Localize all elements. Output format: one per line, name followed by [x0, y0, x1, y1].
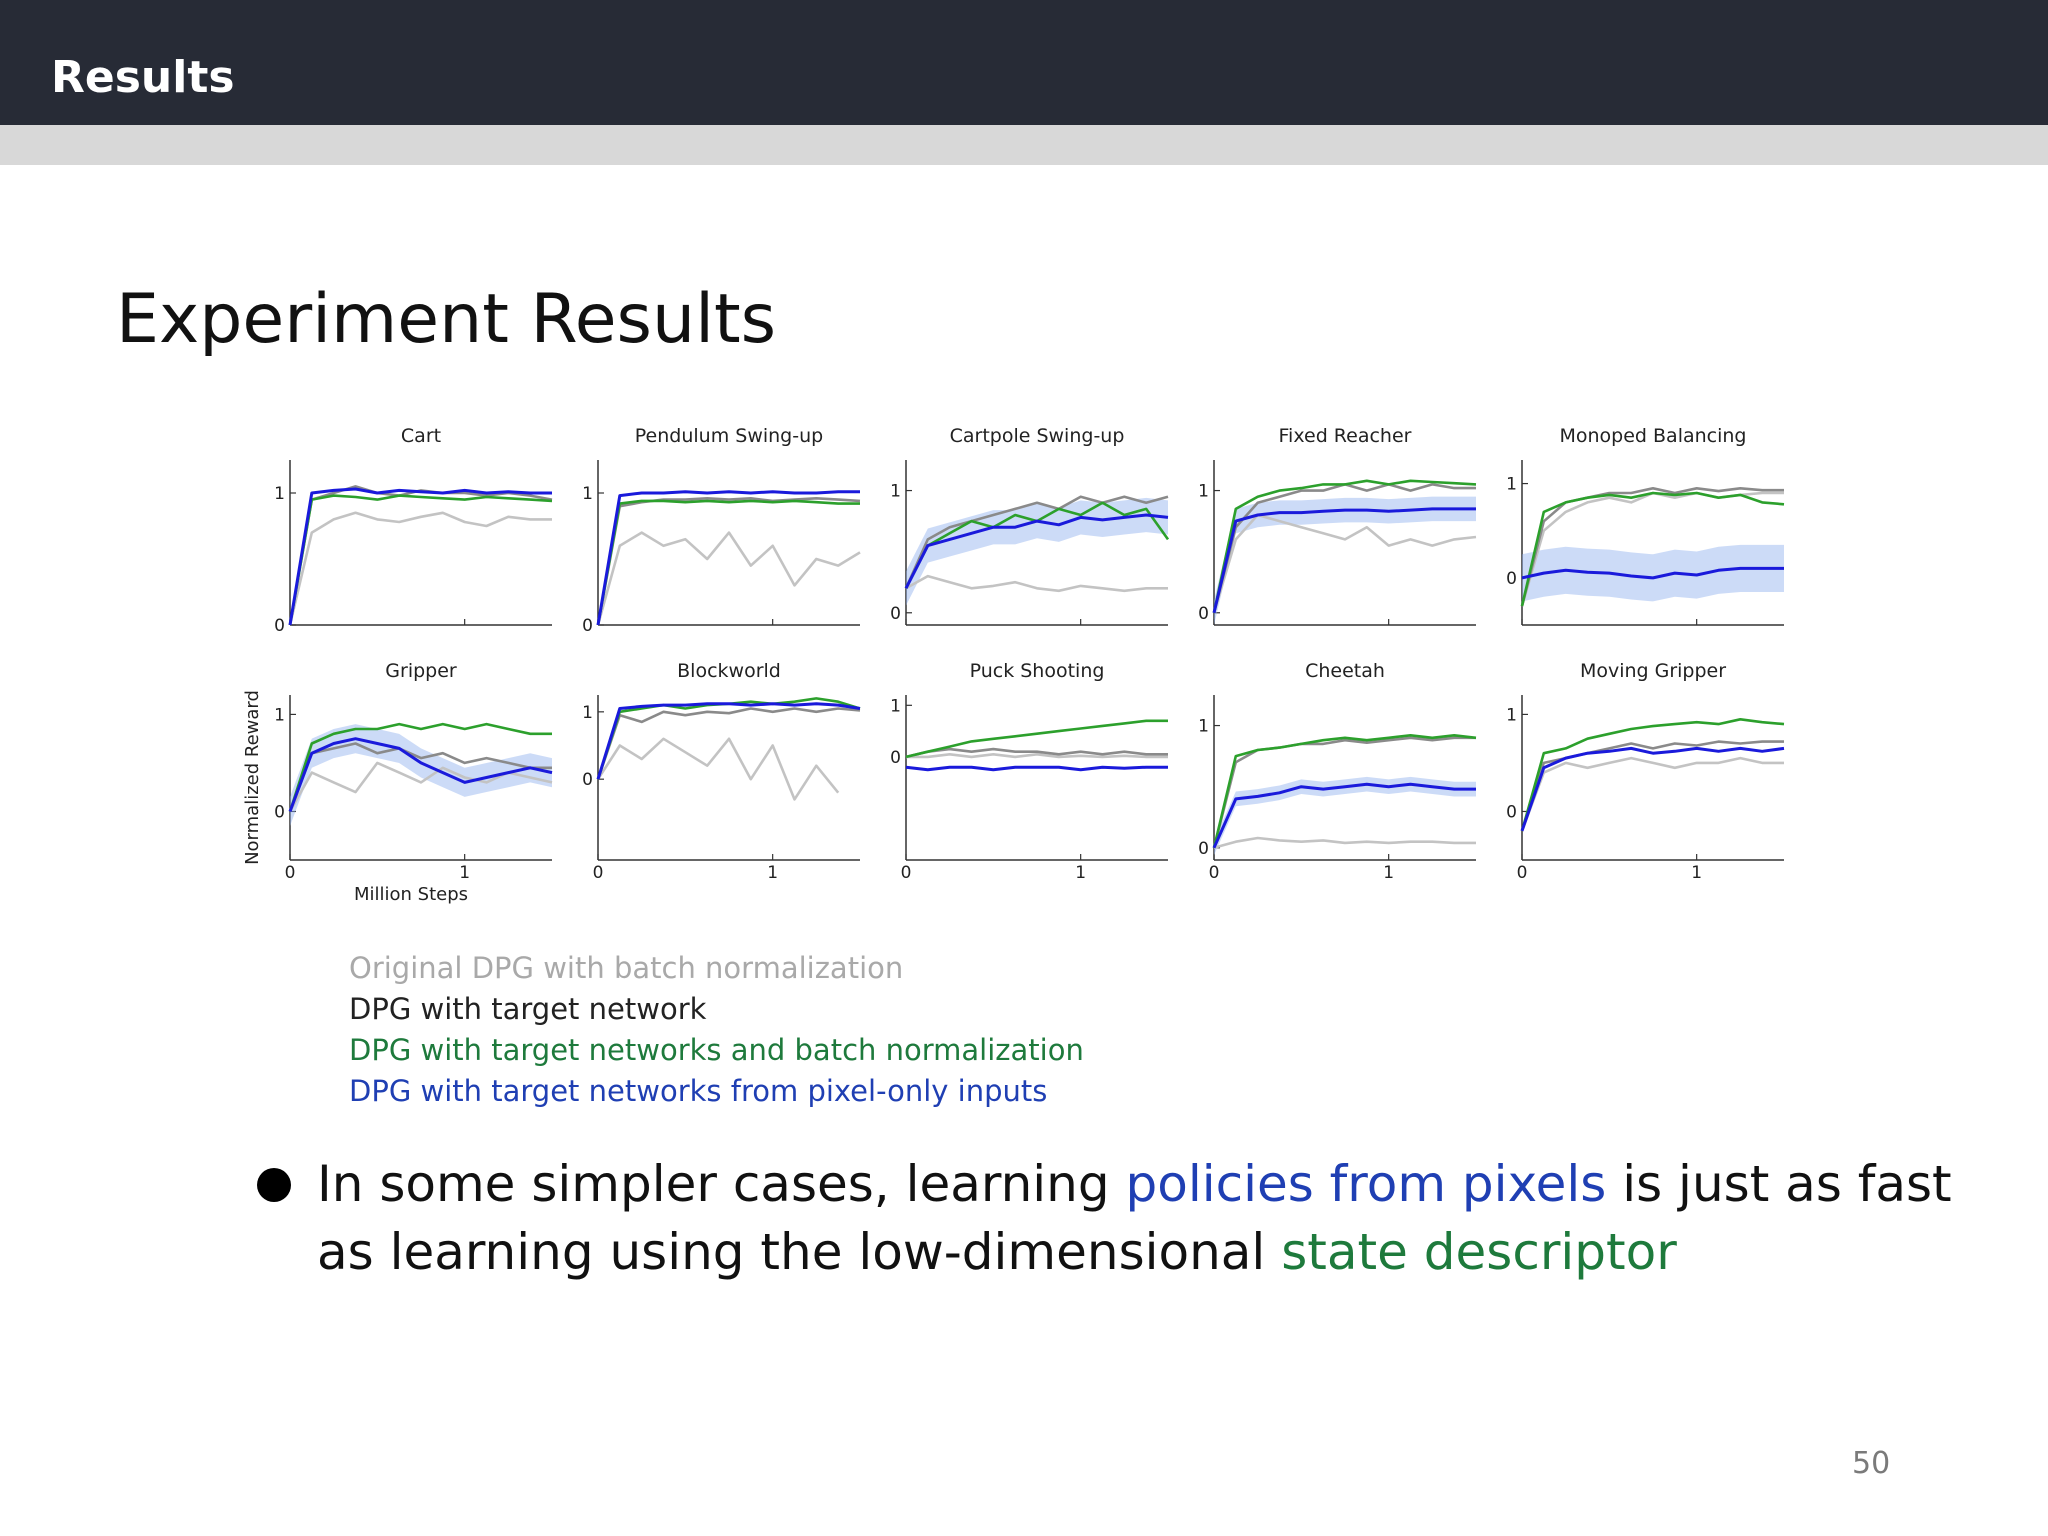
panel-title-blockworld: Blockworld — [677, 660, 781, 682]
x-tick-label-moving-gripper: 1 — [1691, 863, 1702, 883]
series-line-target_bn-moving-gripper — [1520, 718, 1785, 832]
series-line-pixels-pendulum-swing-up — [596, 490, 860, 626]
title-bar-underline — [0, 125, 2048, 165]
series-line-target-blockworld — [596, 707, 861, 780]
series-line-orig_bn-cheetah — [1213, 836, 1476, 850]
y-tick-label-blockworld: 0 — [582, 770, 593, 790]
slide-heading: Experiment Results — [116, 280, 777, 359]
series-line-target_bn-gripper — [288, 722, 552, 812]
x-tick-label-puck-shooting: 1 — [1075, 863, 1086, 883]
results-chart-grid: Cart 0 1 Pendulum Swing-up 0 1 Cartpole Swing-… — [242, 425, 1785, 905]
series-line-pixels-cheetah — [1212, 782, 1476, 849]
slide-section-title: Results — [51, 52, 235, 103]
bullet-text: In some simpler cases, learning policies… — [317, 1150, 1995, 1286]
series-line-pixels-gripper — [288, 737, 553, 813]
legend-item-dpg-target-bn: DPG with target networks and batch norma… — [349, 1033, 1084, 1067]
series-line-pixels-monoped-balancing — [1521, 566, 1784, 580]
y-tick-label-cheetah: 0 — [1198, 839, 1209, 859]
series-line-target_bn-cheetah — [1212, 734, 1477, 849]
y-tick-label-blockworld: 1 — [582, 703, 593, 723]
pixels-band-gripper — [290, 724, 552, 827]
series-line-target_bn-cart — [288, 494, 553, 626]
y-tick-label-cart: 1 — [274, 484, 285, 504]
series-line-orig_bn-cart — [288, 511, 552, 626]
y-tick-label-cart: 0 — [274, 616, 285, 636]
page-number: 50 — [1852, 1446, 1891, 1481]
title-bar: Results — [0, 0, 2048, 125]
series-line-target_bn-fixed-reacher — [1212, 479, 1477, 614]
series-line-target_bn-monoped-balancing — [1520, 491, 1785, 607]
y-tick-label-moving-gripper: 1 — [1506, 705, 1517, 725]
bullet-highlight-pixels: policies from pixels — [1125, 1155, 1607, 1213]
panel-title-cheetah: Cheetah — [1305, 660, 1385, 682]
x-tick-label-cheetah: 0 — [1209, 863, 1220, 883]
y-tick-label-fixed-reacher: 0 — [1198, 604, 1209, 624]
y-tick-label-pendulum-swing-up: 0 — [582, 616, 593, 636]
y-tick-label-cartpole-swing-up: 1 — [890, 482, 901, 502]
panel-title-gripper: Gripper — [385, 660, 457, 682]
panel-title-pendulum-swing-up: Pendulum Swing-up — [635, 425, 823, 447]
panel-title-monoped-balancing: Monoped Balancing — [1559, 425, 1746, 447]
y-tick-label-cartpole-swing-up: 0 — [890, 604, 901, 624]
y-tick-label-moving-gripper: 0 — [1506, 802, 1517, 822]
legend-item-original-dpg-bn: Original DPG with batch normalization — [349, 951, 904, 985]
series-line-pixels-cart — [288, 487, 552, 626]
y-tick-label-monoped-balancing: 0 — [1506, 569, 1517, 589]
series-line-orig_bn-pendulum-swing-up — [596, 531, 861, 626]
series-line-target_bn-puck-shooting — [905, 719, 1168, 759]
bullet-highlight-state: state descriptor — [1281, 1223, 1677, 1281]
bullet-text-part1: In some simpler cases, learning — [317, 1155, 1126, 1213]
pixels-band-monoped-balancing — [1522, 544, 1784, 602]
x-tick-label-blockworld: 0 — [593, 863, 604, 883]
series-line-target-cart — [288, 485, 553, 626]
y-tick-label-puck-shooting: 0 — [890, 748, 901, 768]
panel-title-moving-gripper: Moving Gripper — [1580, 660, 1726, 682]
series-line-pixels-cartpole-swing-up — [904, 513, 1169, 589]
x-tick-label-gripper: 1 — [459, 863, 470, 883]
bullet-dot-icon — [257, 1168, 291, 1202]
y-tick-label-gripper: 0 — [274, 802, 285, 822]
y-tick-label-monoped-balancing: 1 — [1506, 475, 1517, 495]
pixels-band-cartpole-swing-up — [906, 497, 1168, 606]
series-line-pixels-puck-shooting — [905, 765, 1168, 772]
y-tick-label-gripper: 1 — [274, 705, 285, 725]
x-tick-label-puck-shooting: 0 — [901, 863, 912, 883]
series-line-target-cartpole-swing-up — [904, 495, 1169, 589]
x-tick-label-moving-gripper: 0 — [1517, 863, 1528, 883]
y-tick-label-fixed-reacher: 1 — [1198, 482, 1209, 502]
series-line-target-moving-gripper — [1520, 740, 1784, 832]
series-line-target-gripper — [288, 742, 552, 812]
panel-title-fixed-reacher: Fixed Reacher — [1279, 425, 1412, 447]
series-line-orig_bn-puck-shooting — [906, 753, 1168, 759]
series-line-orig_bn-fixed-reacher — [1212, 513, 1477, 614]
chart-legend: Original DPG with batch normalization DP… — [349, 948, 1084, 1112]
x-tick-label-gripper: 0 — [285, 863, 296, 883]
series-line-orig_bn-moving-gripper — [1520, 756, 1784, 832]
series-line-target_bn-pendulum-swing-up — [596, 499, 860, 626]
x-axis-label: Million Steps — [354, 884, 468, 905]
y-tick-label-cheetah: 1 — [1198, 717, 1209, 737]
series-line-target-puck-shooting — [905, 747, 1168, 759]
series-line-orig_bn-cartpole-swing-up — [905, 574, 1168, 593]
y-axis-label: Normalized Reward — [242, 690, 263, 865]
x-tick-label-blockworld: 1 — [767, 863, 778, 883]
y-tick-label-pendulum-swing-up: 1 — [582, 484, 593, 504]
legend-item-dpg-pixels: DPG with target networks from pixel-only… — [349, 1074, 1048, 1108]
bullet-point: In some simpler cases, learning policies… — [255, 1150, 1995, 1286]
legend-item-dpg-target-network: DPG with target network — [349, 992, 707, 1026]
series-line-pixels-moving-gripper — [1520, 746, 1785, 832]
series-line-pixels-blockworld — [596, 702, 861, 780]
x-tick-label-cheetah: 1 — [1383, 863, 1394, 883]
series-line-pixels-fixed-reacher — [1212, 507, 1476, 614]
series-line-orig_bn-blockworld — [596, 737, 840, 801]
panel-title-cartpole-swing-up: Cartpole Swing-up — [950, 425, 1125, 447]
y-tick-label-puck-shooting: 1 — [890, 696, 901, 716]
panel-title-cart: Cart — [401, 425, 441, 447]
bullet-text-part2: is just as fast as learning using the lo… — [317, 1155, 1952, 1281]
pixels-band-cheetah — [1214, 776, 1476, 856]
panel-title-puck-shooting: Puck Shooting — [970, 660, 1105, 682]
